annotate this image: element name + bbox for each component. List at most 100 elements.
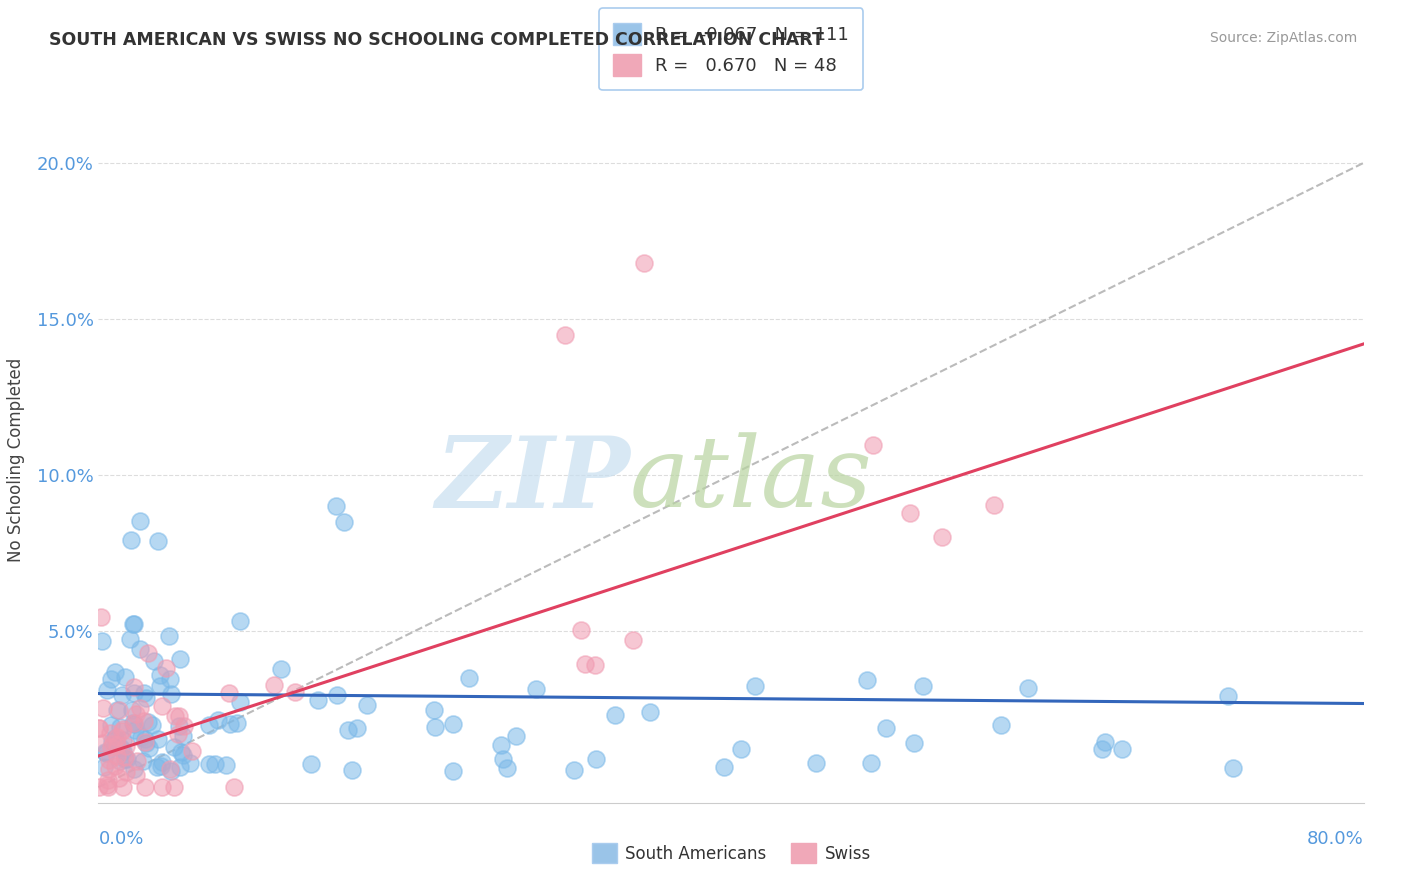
Point: [96, 683, 118, 698]
Text: Source: ZipAtlas.com: Source: ZipAtlas.com: [1209, 31, 1357, 45]
Point: [862, 437, 884, 451]
Point: [125, 706, 148, 721]
Point: [215, 758, 238, 772]
Point: [564, 763, 586, 777]
Text: SOUTH AMERICAN VS SWISS NO SCHOOLING COMPLETED CORRELATION CHART: SOUTH AMERICAN VS SWISS NO SCHOOLING COM…: [49, 31, 824, 49]
Point: [93, 745, 115, 759]
Point: [931, 530, 953, 544]
Point: [131, 755, 153, 769]
Point: [87, 721, 110, 735]
Point: [441, 716, 464, 731]
Point: [489, 738, 512, 752]
Point: [197, 757, 219, 772]
Point: [181, 744, 204, 758]
Point: [585, 752, 607, 766]
Point: [569, 623, 592, 637]
Point: [91, 736, 114, 750]
Point: [160, 764, 183, 779]
Point: [110, 724, 132, 739]
Point: [229, 695, 252, 709]
Point: [134, 731, 156, 746]
Point: [1094, 735, 1116, 749]
Point: [131, 730, 153, 744]
Point: [159, 672, 181, 686]
Point: [100, 739, 122, 754]
Point: [150, 780, 173, 795]
Point: [110, 741, 132, 756]
Point: [121, 617, 143, 632]
Point: [112, 733, 135, 747]
Point: [148, 732, 170, 747]
Point: [167, 709, 190, 723]
Point: [744, 679, 766, 693]
Point: [621, 633, 644, 648]
Point: [207, 713, 229, 727]
Point: [159, 629, 181, 643]
Point: [228, 614, 250, 628]
Point: [108, 703, 131, 717]
Point: [325, 500, 347, 514]
Point: [332, 515, 354, 529]
Point: [91, 701, 114, 715]
Point: [1017, 681, 1039, 695]
Point: [583, 658, 606, 673]
Point: [129, 515, 152, 529]
Point: [342, 763, 364, 777]
Point: [346, 721, 368, 735]
Point: [337, 723, 360, 738]
Point: [108, 771, 131, 785]
Point: [166, 727, 188, 741]
Point: [105, 730, 128, 744]
Point: [179, 756, 201, 771]
Point: [155, 661, 177, 675]
Point: [856, 673, 879, 687]
Point: [103, 737, 125, 751]
Point: [875, 721, 897, 735]
Point: [198, 717, 221, 731]
Point: [146, 759, 169, 773]
Point: [574, 657, 596, 671]
Point: [458, 671, 481, 685]
Point: [163, 780, 186, 795]
Point: [136, 646, 159, 660]
Point: [270, 662, 292, 676]
Point: [125, 754, 148, 768]
Point: [104, 665, 127, 680]
Text: ZIP: ZIP: [434, 432, 630, 528]
Point: [524, 682, 547, 697]
Point: [222, 780, 245, 795]
Point: [713, 760, 735, 774]
Point: [90, 609, 112, 624]
Point: [110, 720, 132, 734]
Point: [149, 679, 172, 693]
Point: [423, 719, 446, 733]
Point: [263, 678, 285, 692]
Point: [1222, 760, 1244, 774]
Point: [122, 762, 145, 776]
Point: [89, 780, 111, 795]
Point: [97, 762, 120, 776]
Point: [159, 686, 181, 700]
Point: [1111, 742, 1133, 756]
Point: [134, 735, 156, 749]
Point: [422, 702, 444, 716]
Point: [983, 498, 1005, 512]
Point: [219, 716, 242, 731]
Point: [903, 736, 925, 750]
Point: [496, 761, 519, 775]
Point: [912, 679, 935, 693]
Point: [111, 744, 134, 758]
Point: [170, 745, 193, 759]
Point: [89, 721, 111, 735]
Point: [115, 752, 138, 766]
Point: [121, 703, 143, 717]
Point: [163, 709, 186, 723]
Point: [150, 755, 173, 769]
Point: [100, 718, 122, 732]
Point: [96, 778, 118, 792]
Point: [111, 780, 134, 795]
Point: [122, 716, 145, 731]
Point: [100, 672, 122, 686]
Point: [172, 747, 194, 762]
Point: [141, 718, 163, 732]
